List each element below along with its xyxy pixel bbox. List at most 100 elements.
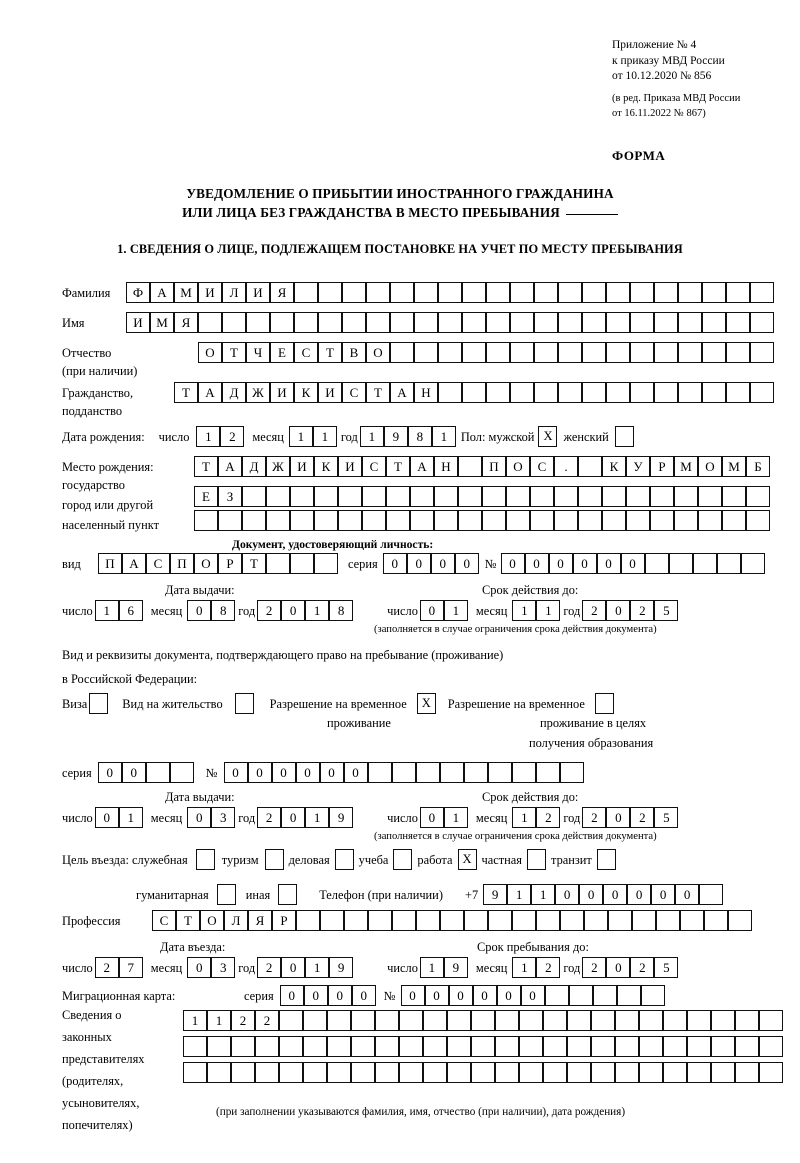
form-cell[interactable]: Р: [650, 456, 674, 477]
form-cell[interactable]: 3: [211, 807, 236, 828]
form-cell[interactable]: [487, 762, 512, 783]
form-cell[interactable]: [183, 1036, 207, 1057]
form-cell[interactable]: 1: [512, 957, 537, 978]
form-cell[interactable]: [735, 1036, 759, 1057]
form-cell[interactable]: [678, 312, 702, 333]
form-cell[interactable]: 0: [524, 553, 549, 574]
form-cell[interactable]: [434, 510, 458, 531]
form-cell[interactable]: 0: [223, 762, 248, 783]
form-cell[interactable]: [663, 1062, 687, 1083]
form-cell[interactable]: [463, 762, 488, 783]
form-cell[interactable]: [630, 342, 654, 363]
form-cell[interactable]: [495, 1036, 519, 1057]
form-cell[interactable]: [440, 910, 464, 931]
form-cell[interactable]: [255, 1036, 279, 1057]
form-cell[interactable]: [602, 486, 626, 507]
form-cell[interactable]: [438, 312, 462, 333]
form-cell[interactable]: [366, 282, 390, 303]
form-cell[interactable]: [423, 1010, 447, 1031]
form-cell[interactable]: [543, 1036, 567, 1057]
form-cell[interactable]: [410, 510, 434, 531]
form-cell[interactable]: 1: [443, 600, 468, 621]
form-cell[interactable]: [674, 486, 698, 507]
form-cell[interactable]: [242, 486, 266, 507]
form-cell[interactable]: И: [338, 456, 362, 477]
form-cell[interactable]: О: [506, 456, 530, 477]
form-cell[interactable]: [639, 1036, 663, 1057]
sex-male-checkbox[interactable]: X: [538, 426, 558, 447]
form-cell[interactable]: [699, 884, 724, 905]
form-cell[interactable]: 0: [187, 600, 212, 621]
form-cell[interactable]: [630, 312, 654, 333]
form-cell[interactable]: М: [674, 456, 698, 477]
form-cell[interactable]: 0: [430, 553, 455, 574]
form-cell[interactable]: [534, 382, 558, 403]
form-cell[interactable]: 2: [231, 1010, 255, 1031]
form-cell[interactable]: [640, 985, 665, 1006]
form-cell[interactable]: 0: [454, 553, 479, 574]
form-cell[interactable]: [242, 510, 266, 531]
form-cell[interactable]: 1: [512, 600, 537, 621]
form-cell[interactable]: [290, 486, 314, 507]
form-cell[interactable]: [415, 762, 440, 783]
form-cell[interactable]: [559, 762, 584, 783]
form-cell[interactable]: [644, 553, 669, 574]
form-cell[interactable]: [630, 382, 654, 403]
form-cell[interactable]: 2: [536, 957, 561, 978]
form-cell[interactable]: И: [126, 312, 150, 333]
form-cell[interactable]: 1: [207, 1010, 231, 1031]
temp-residence-edu-checkbox[interactable]: [594, 693, 614, 714]
form-cell[interactable]: 0: [606, 957, 631, 978]
form-cell[interactable]: [702, 312, 726, 333]
form-cell[interactable]: Т: [386, 456, 410, 477]
form-cell[interactable]: [558, 382, 582, 403]
form-cell[interactable]: [740, 553, 765, 574]
form-cell[interactable]: [578, 510, 602, 531]
form-cell[interactable]: [362, 510, 386, 531]
form-cell[interactable]: [414, 312, 438, 333]
form-cell[interactable]: И: [270, 382, 294, 403]
form-cell[interactable]: Я: [270, 282, 294, 303]
form-cell[interactable]: 0: [94, 807, 119, 828]
form-cell[interactable]: [462, 312, 486, 333]
form-cell[interactable]: Т: [318, 342, 342, 363]
form-cell[interactable]: [567, 1062, 591, 1083]
form-cell[interactable]: [303, 1010, 327, 1031]
form-cell[interactable]: 3: [211, 957, 236, 978]
form-cell[interactable]: Л: [222, 282, 246, 303]
form-cell[interactable]: [592, 985, 617, 1006]
form-cell[interactable]: 2: [255, 1010, 279, 1031]
form-cell[interactable]: [606, 312, 630, 333]
form-cell[interactable]: [495, 1062, 519, 1083]
form-cell[interactable]: 0: [400, 985, 425, 1006]
purpose-transit-checkbox[interactable]: [596, 849, 616, 870]
form-cell[interactable]: 2: [582, 600, 607, 621]
form-cell[interactable]: [687, 1036, 711, 1057]
form-cell[interactable]: [447, 1036, 471, 1057]
form-cell[interactable]: [414, 342, 438, 363]
form-cell[interactable]: [554, 486, 578, 507]
temp-residence-checkbox[interactable]: X: [416, 693, 436, 714]
form-cell[interactable]: 0: [303, 985, 328, 1006]
purpose-study-checkbox[interactable]: [393, 849, 413, 870]
form-cell[interactable]: 0: [520, 985, 545, 1006]
form-cell[interactable]: П: [482, 456, 506, 477]
form-cell[interactable]: [698, 486, 722, 507]
form-cell[interactable]: [255, 1062, 279, 1083]
form-cell[interactable]: [716, 553, 741, 574]
form-cell[interactable]: 1: [431, 426, 456, 447]
form-cell[interactable]: 0: [596, 553, 621, 574]
form-cell[interactable]: 1: [531, 884, 556, 905]
form-cell[interactable]: [530, 510, 554, 531]
